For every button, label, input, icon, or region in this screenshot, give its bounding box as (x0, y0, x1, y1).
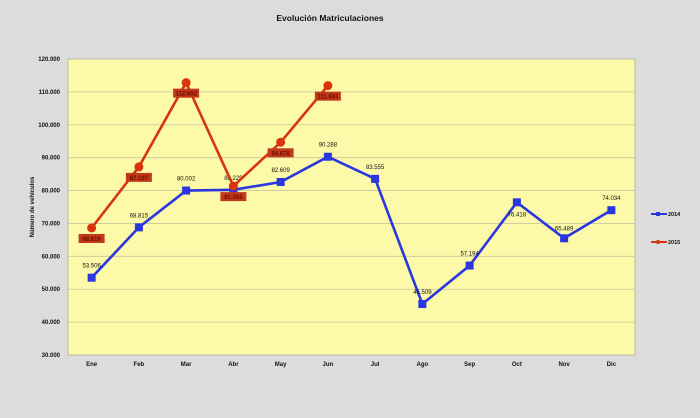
data-point (228, 181, 238, 191)
y-tick-label: 30.000 (42, 353, 61, 359)
y-tick-label: 40.000 (42, 320, 61, 326)
y-tick-label: 80.000 (42, 189, 61, 195)
y-tick-label: 70.000 (42, 221, 61, 227)
y-tick-label: 50.000 (42, 287, 61, 293)
data-point (87, 273, 96, 282)
y-tick-label: 90.000 (42, 156, 61, 162)
data-label-box (125, 172, 152, 182)
y-tick-label: 100.000 (38, 123, 60, 129)
data-point (276, 177, 285, 186)
data-label: 68.619 (82, 237, 101, 243)
x-tick-label: Abr (228, 362, 239, 368)
x-tick-label: Jun (323, 362, 334, 368)
data-label-box (78, 233, 105, 243)
data-point (87, 223, 97, 233)
data-label: 94.678 (271, 151, 290, 157)
data-label: 57.194 (460, 252, 479, 258)
legend-label: 2014 (668, 212, 681, 218)
data-point (607, 206, 616, 215)
data-label-box (220, 192, 247, 202)
data-label: 87.197 (130, 176, 149, 182)
data-point (323, 152, 332, 161)
y-axis-label: Número de vehículos (30, 176, 36, 237)
y-tick-label: 120.000 (38, 57, 60, 63)
x-tick-label: Dic (607, 362, 617, 368)
data-label: 68.815 (130, 213, 149, 219)
data-point (323, 81, 333, 91)
data-point (134, 162, 144, 172)
data-point (182, 186, 191, 195)
data-point (181, 78, 191, 88)
data-label: 53.506 (82, 264, 101, 270)
data-point (418, 299, 427, 308)
data-label: 112.802 (175, 92, 197, 98)
data-label: 76.418 (508, 212, 527, 218)
data-point (371, 174, 380, 183)
x-tick-label: Jul (371, 362, 380, 368)
data-label: 82.609 (271, 168, 290, 174)
x-tick-label: Sep (464, 362, 475, 368)
x-tick-label: Feb (134, 362, 145, 368)
data-label: 111.893 (317, 95, 339, 101)
y-tick-label: 110.000 (39, 90, 61, 96)
data-point (134, 223, 143, 232)
data-label: 83.555 (366, 165, 385, 171)
data-point (465, 261, 474, 270)
data-label: 90.288 (319, 143, 338, 149)
data-point (276, 137, 286, 147)
data-label-box (173, 88, 200, 98)
legend-marker (656, 212, 660, 216)
data-point (560, 234, 569, 243)
data-label: 81.355 (224, 195, 243, 201)
x-tick-label: May (275, 362, 287, 368)
plot-area (67, 58, 636, 356)
x-tick-label: Oct (512, 362, 522, 368)
x-tick-label: Mar (181, 362, 192, 368)
legend-label: 2015 (668, 240, 680, 246)
x-tick-label: Ene (86, 362, 98, 368)
data-label: 45.509 (413, 290, 432, 296)
series-line-2014 (90, 155, 613, 307)
data-label: 65.489 (555, 226, 574, 232)
x-tick-label: Ago (417, 362, 429, 368)
data-point (512, 198, 521, 207)
chart-title: Evolución Matriculaciones (276, 13, 383, 23)
data-label: 80.229 (224, 176, 243, 182)
data-label: 74.034 (602, 196, 621, 202)
legend-marker (656, 240, 660, 244)
data-label-box (314, 91, 341, 101)
x-tick-label: Nov (558, 362, 570, 368)
data-label: 80.002 (177, 177, 196, 183)
data-label-box (267, 148, 294, 158)
y-tick-label: 60.000 (42, 254, 61, 260)
series-2015: 68.619 87.197 112.802 81.355 94.678 111.893 (78, 78, 341, 243)
